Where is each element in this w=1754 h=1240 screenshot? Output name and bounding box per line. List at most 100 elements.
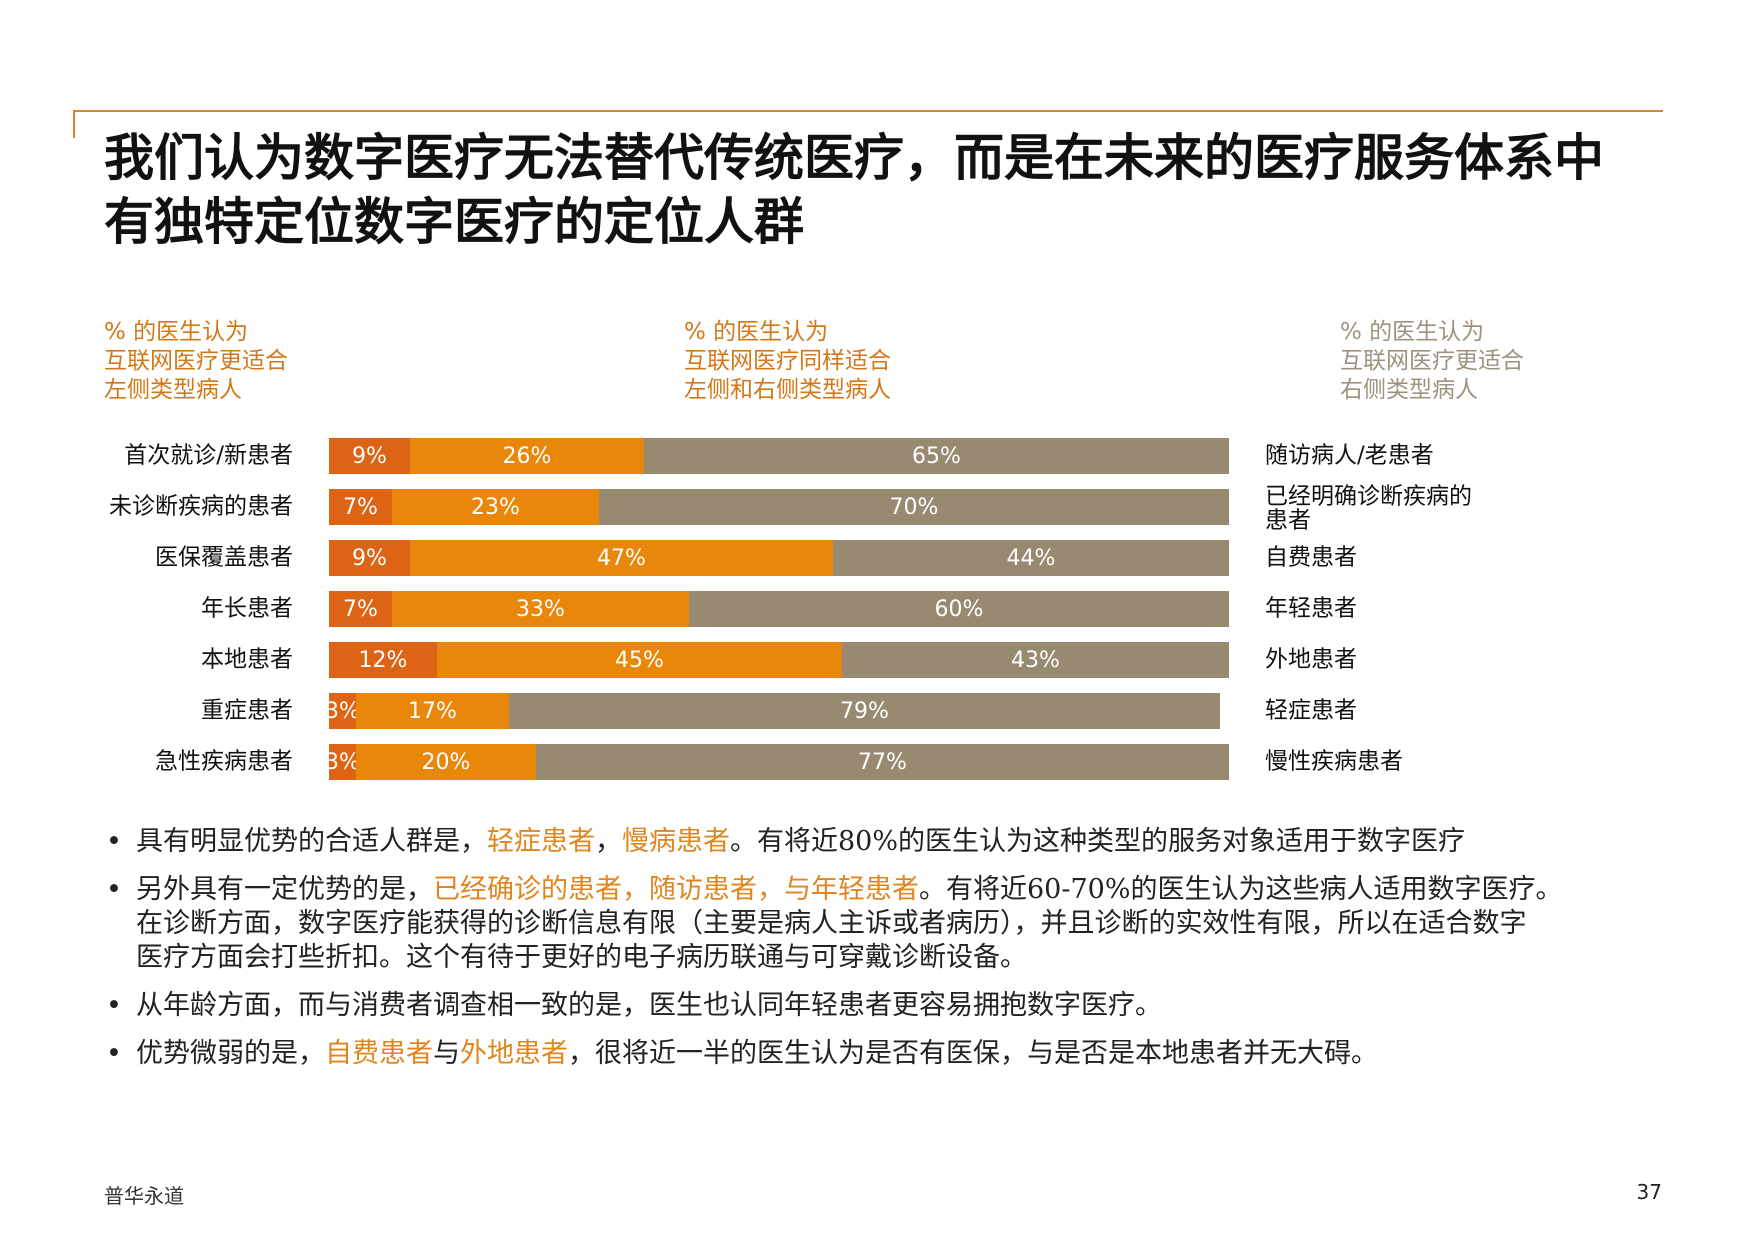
bar-segment	[329, 591, 392, 627]
data-label: 45%	[615, 648, 664, 673]
data-label: 26%	[503, 444, 552, 469]
category-label-right: 慢性疾病患者	[1265, 749, 1403, 775]
data-label: 3%	[325, 699, 360, 724]
bullet-text: ，	[595, 826, 622, 857]
bullet-item: • 优势微弱的是，自费患者与外地患者，很将近一半的医生认为是否有医保，与是否是本地…	[106, 1037, 1706, 1071]
category-label-left: 未诊断疾病的患者	[109, 494, 293, 520]
page-number: 37	[1636, 1180, 1662, 1204]
data-label: 77%	[858, 750, 907, 775]
category-label-left: 首次就诊/新患者	[124, 443, 293, 469]
bullet-text: 与	[433, 1038, 460, 1069]
category-label-left: 年长患者	[201, 596, 293, 622]
category-label-right: 患者	[1265, 508, 1311, 534]
data-label: 12%	[359, 648, 408, 673]
category-label-right: 外地患者	[1265, 647, 1357, 673]
bar-segment	[689, 591, 1229, 627]
bar-segment	[644, 438, 1229, 474]
bar-segment	[329, 642, 437, 678]
header-rule-tick	[73, 110, 75, 138]
category-label-left: 急性疾病患者	[155, 749, 293, 775]
category-label-right: 自费患者	[1265, 545, 1357, 571]
bar-segment	[410, 540, 833, 576]
bar-segment	[509, 693, 1220, 729]
data-label: 9%	[352, 444, 387, 469]
category-label-left: 医保覆盖患者	[155, 545, 293, 571]
bar-segment	[356, 744, 536, 780]
bar-segment	[329, 744, 356, 780]
bar-segment	[356, 693, 509, 729]
bar-segment	[833, 540, 1229, 576]
highlight-text: 慢病患者	[622, 826, 730, 857]
data-label: 43%	[1011, 648, 1060, 673]
header-rule	[73, 110, 1663, 112]
legend-left-header: % 的医生认为 互联网医疗更适合 左侧类型病人	[104, 318, 288, 405]
bar-segment	[329, 489, 392, 525]
bar-segment	[329, 540, 410, 576]
bullet-text: 。有将近60-70%的医生认为这些病人适用数字医疗。	[919, 874, 1563, 905]
bar-segment	[329, 693, 356, 729]
legend-left-line-3: 左侧类型病人	[104, 377, 242, 403]
bullet-dot: •	[106, 826, 122, 857]
data-label: 65%	[912, 444, 961, 469]
bullet-line: 另外具有一定优势的是，已经确诊的患者，随访患者，与年轻患者。有将近60-70%的…	[136, 873, 1706, 907]
legend-middle-line-2: 互联网医疗同样适合	[684, 348, 891, 374]
category-label-right: 年轻患者	[1265, 596, 1357, 622]
bullet-text: 从年龄方面，而与消费者调查相一致的是，医生也认同年轻患者更容易拥抱数字医疗。	[136, 990, 1162, 1021]
bullet-text: 具有明显优势的合适人群是，	[136, 826, 487, 857]
footer-brand: 普华永道	[104, 1184, 184, 1208]
data-label: 17%	[408, 699, 457, 724]
data-label: 7%	[343, 597, 378, 622]
category-label-right: 轻症患者	[1265, 698, 1357, 724]
title-line-1: 我们认为数字医疗无法替代传统医疗，而是在未来的医疗服务体系中	[104, 128, 1604, 187]
data-label: 47%	[597, 546, 646, 571]
data-label: 9%	[352, 546, 387, 571]
bullet-dot: •	[106, 990, 122, 1021]
bar-segment	[329, 438, 410, 474]
bullet-line: 具有明显优势的合适人群是，轻症患者，慢病患者。有将近80%的医生认为这种类型的服…	[136, 825, 1706, 859]
highlight-text: 已经确诊的患者，随访患者，与年轻患者	[433, 874, 919, 905]
title-line-2: 有独特定位数字医疗的定位人群	[104, 192, 804, 251]
bullet-text: 医疗方面会打些折扣。这个有待于更好的电子病历联通与可穿戴诊断设备。	[136, 942, 1027, 973]
highlight-text: 轻症患者	[487, 826, 595, 857]
legend-middle-line-3: 左侧和右侧类型病人	[684, 377, 891, 403]
highlight-text: 外地患者	[460, 1038, 568, 1069]
bullet-text: 优势微弱的是，	[136, 1038, 325, 1069]
category-label-right: 已经明确诊断疾病的	[1265, 484, 1472, 510]
bullet-item: • 从年龄方面，而与消费者调查相一致的是，医生也认同年轻患者更容易拥抱数字医疗。	[106, 989, 1706, 1023]
data-label: 23%	[471, 495, 520, 520]
category-label-left: 本地患者	[201, 647, 293, 673]
legend-middle-header: % 的医生认为 互联网医疗同样适合 左侧和右侧类型病人	[684, 318, 891, 405]
bar-segment	[392, 489, 599, 525]
legend-right-line-2: 互联网医疗更适合	[1340, 348, 1524, 374]
legend-right-header: % 的医生认为 互联网医疗更适合 右侧类型病人	[1340, 318, 1524, 405]
bullet-dot: •	[106, 874, 122, 905]
data-label: 70%	[890, 495, 939, 520]
bar-segment	[842, 642, 1229, 678]
bullet-text: 另外具有一定优势的是，	[136, 874, 433, 905]
data-label: 3%	[325, 750, 360, 775]
bullet-text: 在诊断方面，数字医疗能获得的诊断信息有限（主要是病人主诉或者病历），并且诊断的实…	[136, 908, 1527, 939]
data-label: 7%	[343, 495, 378, 520]
bullet-dot: •	[106, 1038, 122, 1069]
bar-segment	[437, 642, 842, 678]
highlight-text: 自费患者	[325, 1038, 433, 1069]
data-label: 20%	[422, 750, 471, 775]
legend-right-line-1: % 的医生认为	[1340, 319, 1485, 345]
bullet-item: • 具有明显优势的合适人群是，轻症患者，慢病患者。有将近80%的医生认为这种类型的…	[106, 825, 1706, 859]
bullet-item: • 另外具有一定优势的是，已经确诊的患者，随访患者，与年轻患者。有将近60-70%…	[106, 873, 1706, 975]
bullet-line: 从年龄方面，而与消费者调查相一致的是，医生也认同年轻患者更容易拥抱数字医疗。	[136, 989, 1706, 1023]
bullet-line: 医疗方面会打些折扣。这个有待于更好的电子病历联通与可穿戴诊断设备。	[136, 941, 1706, 975]
bar-segment	[536, 744, 1229, 780]
bar-segment	[599, 489, 1229, 525]
legend-left-line-2: 互联网医疗更适合	[104, 348, 288, 374]
legend-right-line-3: 右侧类型病人	[1340, 377, 1478, 403]
bullet-text: 。有将近80%的医生认为这种类型的服务对象适用于数字医疗	[730, 826, 1466, 857]
category-label-right: 随访病人/老患者	[1265, 443, 1434, 469]
data-label: 60%	[935, 597, 984, 622]
data-label: 79%	[840, 699, 889, 724]
bullet-text: ，很将近一半的医生认为是否有医保，与是否是本地患者并无大碍。	[568, 1038, 1378, 1069]
category-label-left: 重症患者	[201, 698, 293, 724]
bar-segment	[392, 591, 689, 627]
page-title: 我们认为数字医疗无法替代传统医疗，而是在未来的医疗服务体系中 有独特定位数字医疗…	[104, 126, 1664, 254]
legend-middle-line-1: % 的医生认为	[684, 319, 829, 345]
